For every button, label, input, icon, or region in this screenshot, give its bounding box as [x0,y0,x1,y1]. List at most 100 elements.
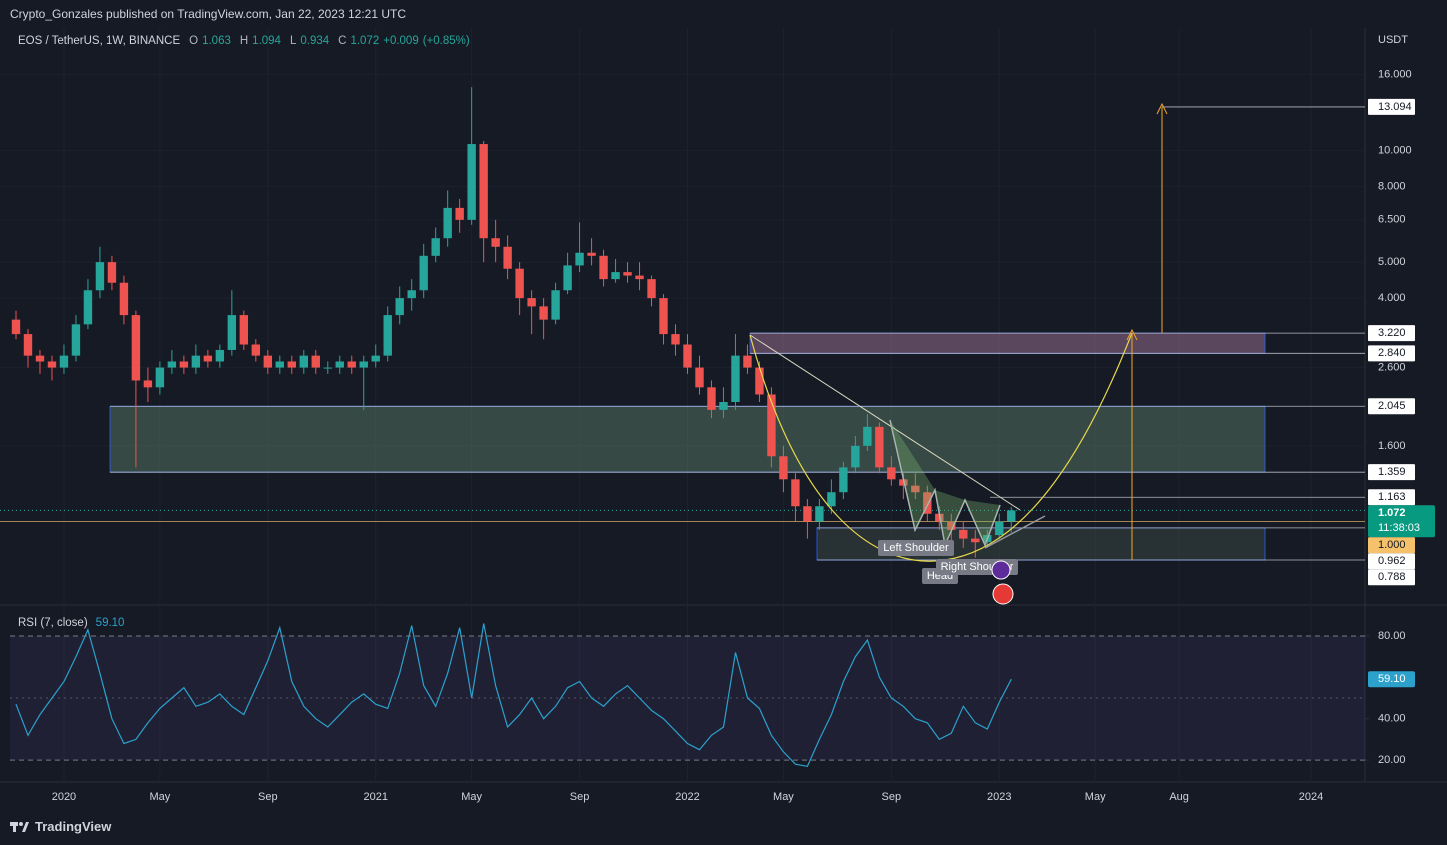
legend-key: H [239,35,249,47]
x-tick-label: 2020 [52,791,76,803]
trend-line [749,334,1021,511]
legend-key: C [338,35,347,47]
rsi-value: 59.10 [95,617,125,629]
candle-body [323,367,332,369]
candle-body [851,445,860,468]
candle-body [719,402,728,410]
candle-body [287,361,296,368]
logo [10,821,29,832]
neck-line [984,515,1046,549]
arrow-head [1126,328,1138,341]
change-pct: (+0.85%) [422,35,470,47]
y-tick-label: 2.600 [1378,361,1406,373]
candle-body [887,467,896,480]
level-box [1368,464,1415,481]
annotation: Left Shoulder [883,542,949,554]
candle-body [359,361,368,368]
candle-body [683,344,692,368]
level-label: 2.840 [1378,347,1406,359]
level-box [1368,398,1415,415]
candle-body [647,279,656,299]
legend-value: 1.072 [350,35,380,47]
candle-body [443,207,452,239]
candle-body [947,521,956,530]
event-icon[interactable] [991,560,1011,580]
grid-layer [0,28,1369,782]
candle-body [407,290,416,299]
rsi-value-label: 59.10 [1378,673,1406,685]
level-label: 2.045 [1378,400,1406,412]
candle-body [515,268,524,299]
level-box [1368,325,1415,342]
symbol-legend: EOS / TetherUS, 1W, BINANCE O 1.063 H 1.09… [18,35,470,47]
legend-value: 1.094 [252,35,281,47]
candle-body [1007,510,1016,522]
candle-body [83,290,93,325]
zone-layer [0,106,1365,561]
candle-body [971,538,980,543]
countdown-label: 11:38:03 [1378,522,1420,534]
candle-body [623,272,632,276]
candle-body [551,290,560,320]
candle-body [371,355,380,362]
y-tick-label: 5.000 [1378,256,1406,268]
y-tick-label: 10.000 [1378,144,1412,156]
level-label: 3.220 [1378,327,1406,339]
candle-body [875,426,884,468]
y-tick-label: 6.500 [1378,214,1406,226]
y-tick-label: 16.000 [1378,69,1412,81]
candle-body [503,246,512,269]
candle-body [779,456,788,480]
candle-body [527,298,536,307]
candle-body [311,355,320,368]
zone [749,332,1266,354]
level-label: 0.788 [1378,571,1406,583]
candle-body [959,529,968,539]
event-icon[interactable] [992,583,1014,605]
x-tick-label: Sep [882,791,902,803]
publisher-header: Crypto_Gonzales published on TradingView… [10,7,407,21]
candle-body [671,334,680,345]
candle-body [695,367,704,388]
candle-body [215,349,225,362]
level-label: 1.163 [1378,491,1406,503]
candle-body [59,355,69,368]
candle-body [119,282,129,316]
last-price-box [1368,505,1435,538]
x-tick-label: Aug [1169,791,1189,803]
candle-body [479,144,488,239]
zone [109,405,1266,473]
legend-value: 1.063 [202,35,231,47]
candle-body [131,315,141,381]
footer-text: TradingView [35,819,112,834]
change: +0.009 [383,35,419,47]
rsi-value-box [1368,671,1415,688]
candle-body [707,387,716,410]
y-tick-label: 4.000 [1378,292,1406,304]
candle-body [299,355,308,368]
x-tick-label: 2023 [987,791,1011,803]
candle-body [431,238,440,256]
currency-label: USDT [1378,34,1408,46]
candle-body [155,367,165,388]
legend-key: O [189,35,199,47]
x-tick-label: May [773,791,794,803]
pattern-fill [935,490,965,545]
candle-body [899,479,908,486]
candle-body [23,334,33,356]
candle-body [191,355,201,368]
candle-body [179,361,189,368]
x-tick-label: 2022 [675,791,699,803]
pattern-fill [890,420,935,530]
candle-body [467,144,476,220]
candle-body [563,265,572,291]
y-tick-label: 8.000 [1378,180,1406,192]
candle-body [203,355,213,362]
level-box [1368,489,1415,506]
candle-body [635,275,644,280]
x-tick-label: May [149,791,170,803]
candle-body [839,467,848,493]
